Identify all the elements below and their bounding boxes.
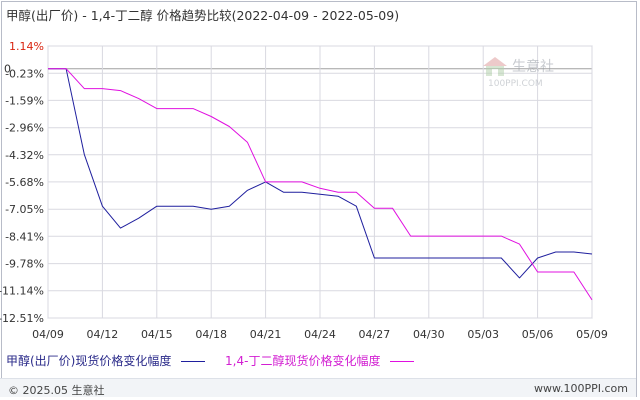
zero-label: 0 (4, 63, 11, 76)
y-tick-label: -4.32% (5, 149, 44, 162)
legend-swatch-methanol (181, 361, 206, 362)
legend-label-bdo: 1,4-丁二醇现货价格变化幅度 (225, 354, 381, 368)
footer-site-text: www.100PPI.com (534, 382, 628, 395)
y-tick-label: -1.59% (5, 94, 44, 107)
legend-label-methanol: 甲醇(出厂价)现货价格变化幅度 (6, 354, 172, 368)
series-line-bdo (48, 68, 593, 301)
legend-item-methanol: 甲醇(出厂价)现货价格变化幅度 (6, 352, 206, 369)
y-tick-label: -11.14% (0, 285, 44, 298)
watermark-brand: 生意社 (512, 58, 554, 75)
x-tick-label: 04/21 (250, 328, 282, 341)
x-tick-label: 04/30 (413, 328, 445, 341)
legend-swatch-bdo (390, 361, 415, 362)
x-tick-label: 05/03 (467, 328, 499, 341)
x-tick-label: 04/15 (141, 328, 173, 341)
x-tick-label: 05/09 (576, 328, 608, 341)
watermark-url: 100PPI.COM (488, 79, 543, 89)
watermark-logo: 生意社 100PPI.COM (483, 57, 554, 89)
y-tick-label: -7.05% (5, 203, 44, 216)
x-tick-label: 04/12 (87, 328, 119, 341)
y-tick-label: -8.41% (5, 230, 44, 243)
y-tick-label: -2.96% (5, 122, 44, 135)
footer-bar: © 2025.05 生意社 www.100PPI.com (0, 378, 636, 397)
y-tick-label: -12.51% (0, 312, 44, 325)
x-axis-ticks: 04/09 04/12 04/15 04/18 04/21 04/24 04/27 04/30… (32, 328, 608, 341)
y-tick-label: 1.14% (9, 40, 44, 53)
x-tick-label: 04/24 (304, 328, 336, 341)
x-tick-label: 04/18 (195, 328, 227, 341)
house-icon (483, 57, 507, 76)
series-line-methanol (48, 68, 593, 279)
legend-item-bdo: 1,4-丁二醇现货价格变化幅度 (225, 352, 415, 369)
grid-lines (47, 45, 593, 319)
legend: 甲醇(出厂价)现货价格变化幅度 1,4-丁二醇现货价格变化幅度 (6, 352, 430, 369)
y-axis-ticks: 1.14% -0.23% -1.59% -2.96% -4.32% -5.68% -7.05… (0, 40, 44, 325)
y-tick-label: -5.68% (5, 176, 44, 189)
footer-site-link[interactable]: www.100PPI.com (534, 382, 628, 395)
x-tick-label: 04/27 (359, 328, 391, 341)
series-lines (48, 68, 593, 301)
y-tick-label: -0.23% (5, 67, 44, 80)
x-tick-label: 05/06 (522, 328, 554, 341)
y-tick-label: -9.78% (5, 258, 44, 271)
chart-title: 甲醇(出厂价) - 1,4-丁二醇 价格趋势比较(2022-04-09 - 20… (6, 8, 400, 23)
footer-copyright: © 2025.05 生意社 (8, 384, 105, 397)
x-tick-label: 04/09 (32, 328, 64, 341)
